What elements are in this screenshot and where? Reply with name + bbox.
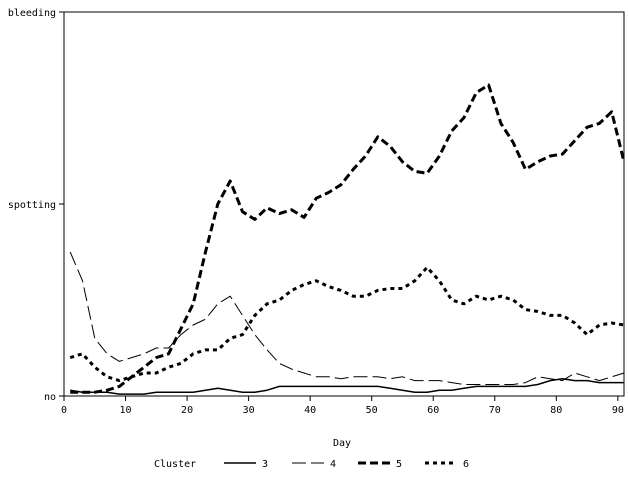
series-line-3 <box>70 377 624 395</box>
legend-label-3: 3 <box>262 459 268 470</box>
series-line-5 <box>70 83 626 394</box>
x-tick-label: 80 <box>550 405 562 416</box>
plot-frame <box>63 11 625 397</box>
legend-label-6: 6 <box>463 459 469 470</box>
x-tick-label: 70 <box>489 405 501 416</box>
x-tick-label: 50 <box>366 405 378 416</box>
series-line-6 <box>69 265 625 383</box>
y-tick-label: bleeding <box>8 8 56 19</box>
x-tick-label: 20 <box>181 405 193 416</box>
x-tick-label: 10 <box>120 405 132 416</box>
legend-title: Cluster <box>154 459 196 470</box>
x-axis-title: Day <box>333 438 351 449</box>
legend-label-5: 5 <box>396 459 402 470</box>
x-tick-label: 30 <box>243 405 255 416</box>
y-tick-label: spotting <box>8 200 56 211</box>
legend-label-4: 4 <box>330 459 336 470</box>
y-tick-label: no <box>44 392 56 403</box>
x-tick-label: 40 <box>304 405 316 416</box>
x-tick-label: 0 <box>61 405 67 416</box>
x-tick-label: 60 <box>427 405 439 416</box>
series-line-4 <box>69 251 625 385</box>
x-tick-label: 90 <box>612 405 624 416</box>
